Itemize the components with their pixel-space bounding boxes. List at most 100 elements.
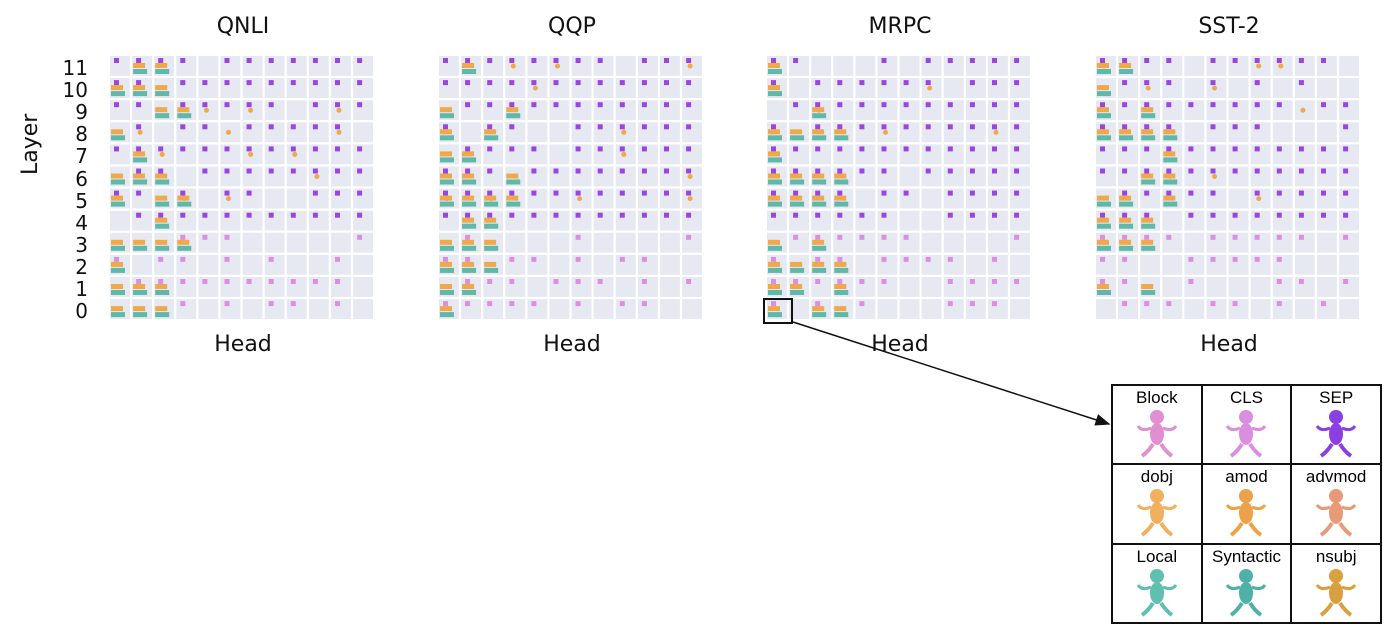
heatmap-cell [154, 144, 175, 165]
heatmap-cell [877, 277, 898, 297]
heatmap-cell [176, 166, 197, 187]
heatmap-cell [811, 144, 832, 165]
heatmap-cell [1272, 100, 1293, 121]
chart-title-qnli: QNLI [216, 14, 270, 39]
x-axis-label-qnli: Head [214, 332, 272, 357]
heatmap-cell [767, 277, 787, 297]
heatmap-cell [615, 299, 636, 319]
heatmap-cell [1272, 254, 1293, 275]
heatmap-cell [176, 122, 197, 143]
heatmap-cell [988, 277, 1008, 297]
heatmap-cell [1118, 232, 1138, 253]
heatmap-cell [1317, 56, 1337, 76]
heatmap-cell [176, 56, 197, 76]
heatmap-cell [965, 277, 986, 297]
heatmap-cell [483, 100, 504, 121]
heatmap-cell [1096, 166, 1116, 187]
heatmap-cell [439, 299, 459, 319]
heatmap-cell [132, 254, 152, 275]
heatmap-cell [789, 100, 809, 121]
heatmap-cell [308, 78, 329, 98]
heatmap-cell [682, 188, 702, 209]
heatmap-cell [1140, 78, 1161, 98]
heatmap-cell [549, 299, 570, 319]
heatmap-cell [767, 78, 787, 98]
heatmap-cell [1010, 277, 1030, 297]
heatmap-cell [789, 232, 809, 253]
heatmap-cell [615, 210, 636, 231]
heatmap-cell [1118, 122, 1138, 143]
figure-icon [1136, 410, 1178, 458]
heatmap-cell [1317, 232, 1337, 253]
heatmap-cell [549, 188, 570, 209]
heatmap-cell [220, 144, 241, 165]
heatmap-cell [286, 299, 307, 319]
y-tick-label: 6 [75, 166, 88, 191]
heatmap-cell [965, 78, 986, 98]
heatmap-cell [132, 100, 152, 121]
legend-item: SEP [1291, 385, 1381, 465]
heatmap-cell [1118, 277, 1138, 297]
heatmap-cell [877, 56, 898, 76]
heatmap-cell [198, 144, 219, 165]
heatmap-cell [1010, 188, 1030, 209]
heatmap-cell [286, 210, 307, 231]
heatmap-cell [921, 144, 942, 165]
legend-label: CLS [1229, 388, 1264, 407]
heatmap-cell [154, 277, 175, 297]
heatmap-cell [110, 100, 130, 121]
heatmap-cell [637, 188, 658, 209]
heatmap-cell [1339, 166, 1359, 187]
heatmap-cell [943, 277, 964, 297]
heatmap-cell [198, 232, 219, 253]
heatmap-cell [1250, 277, 1271, 297]
heatmap-cell [660, 144, 680, 165]
heatmap-cell [483, 166, 504, 187]
legend-item: nsubj [1291, 543, 1381, 623]
heatmap-cell [220, 100, 241, 121]
heatmap-cell [833, 299, 854, 319]
heatmap-cell [855, 188, 876, 209]
heatmap-cell [1250, 56, 1271, 76]
heatmap-cell [132, 144, 152, 165]
heatmap-cell [767, 56, 787, 76]
heatmap-cell [1317, 277, 1337, 297]
heatmap-cell [660, 122, 680, 143]
heatmap-cell [593, 188, 614, 209]
heatmap-cell [593, 254, 614, 275]
heatmap-cell [527, 144, 548, 165]
heatmap-cell [660, 277, 680, 297]
heatmap-cell [308, 210, 329, 231]
heatmap-cell [855, 277, 876, 297]
heatmap-cell [1317, 254, 1337, 275]
heatmap-cell [1118, 56, 1138, 76]
heatmap-cell [331, 122, 351, 143]
heatmap-cell [965, 232, 986, 253]
heatmap-cell [1339, 277, 1359, 297]
heatmap-cell [1272, 144, 1293, 165]
heatmap-cell [1010, 144, 1030, 165]
heatmap-sst2 [1096, 56, 1359, 319]
heatmap-cell [242, 299, 263, 319]
heatmap-cell [286, 56, 307, 76]
heatmap-cell [331, 277, 351, 297]
heatmap-cell [1118, 166, 1138, 187]
heatmap-cell [660, 232, 680, 253]
heatmap-cell [110, 188, 130, 209]
heatmap-cell [505, 122, 526, 143]
heatmap-cell [527, 232, 548, 253]
heatmap-cell [1294, 122, 1315, 143]
heatmap-cell [1206, 277, 1227, 297]
heatmap-cell [877, 188, 898, 209]
heatmap-cell [461, 188, 481, 209]
heatmap-cell [308, 56, 329, 76]
heatmap-cell [660, 166, 680, 187]
heatmap-cell [1250, 299, 1271, 319]
heatmap-cell [483, 210, 504, 231]
heatmap-cell [1339, 78, 1359, 98]
heatmap-cell [1140, 232, 1161, 253]
heatmap-cell [198, 122, 219, 143]
heatmap-cell [308, 299, 329, 319]
heatmap-cell [811, 277, 832, 297]
heatmap-cell [1294, 299, 1315, 319]
